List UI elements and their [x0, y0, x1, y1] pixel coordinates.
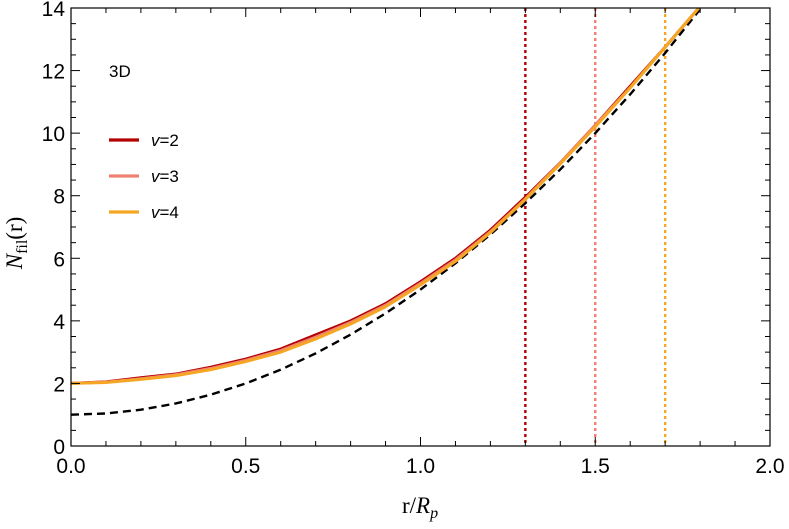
legend-label-2: v=3	[151, 167, 179, 186]
panel-label: 3D	[109, 62, 131, 81]
y-axis-label: Nfil(r)	[2, 217, 31, 271]
tick-layer: 0.0 0.5 1.0 1.5 2.0 0 2 4 6 8 10 12 14	[42, 0, 785, 478]
x-axis-label-main: r/	[402, 493, 417, 518]
y-tick-label: 14	[42, 0, 66, 21]
y-tick-label: 8	[53, 186, 65, 209]
x-tick-label: 2.0	[755, 455, 784, 478]
x-axis-label-italic: R	[415, 493, 430, 518]
series-line-3	[71, 8, 701, 385]
reference-curve	[71, 8, 702, 416]
y-tick-label: 2	[53, 373, 65, 396]
y-tick-label: 0	[53, 436, 65, 459]
y-tick-label: 12	[42, 61, 65, 84]
plot-layer	[71, 8, 702, 446]
x-tick-label: 0.0	[56, 455, 85, 478]
series-line-2	[71, 8, 701, 385]
legend: v=2 v=3 v=4	[109, 131, 179, 222]
x-tick-label: 0.5	[231, 455, 260, 478]
y-tick-label: 10	[42, 123, 65, 146]
x-axis-label: r/Rp	[402, 493, 438, 522]
y-axis-label-subscript: fil	[14, 239, 31, 254]
y-axis-label-italic: N	[2, 252, 27, 270]
plot-area	[71, 8, 702, 446]
y-tick-label: 6	[53, 248, 65, 271]
legend-label-3: v=4	[151, 203, 179, 222]
x-tick-label: 1.5	[581, 455, 610, 478]
y-tick-label: 4	[53, 311, 65, 334]
x-tick-label: 1.0	[406, 455, 435, 478]
x-axis-label-subscript: p	[429, 505, 438, 522]
legend-label-1: v=2	[151, 131, 179, 150]
y-axis-label-tail: (r)	[2, 217, 27, 240]
series-line-1	[71, 8, 701, 385]
